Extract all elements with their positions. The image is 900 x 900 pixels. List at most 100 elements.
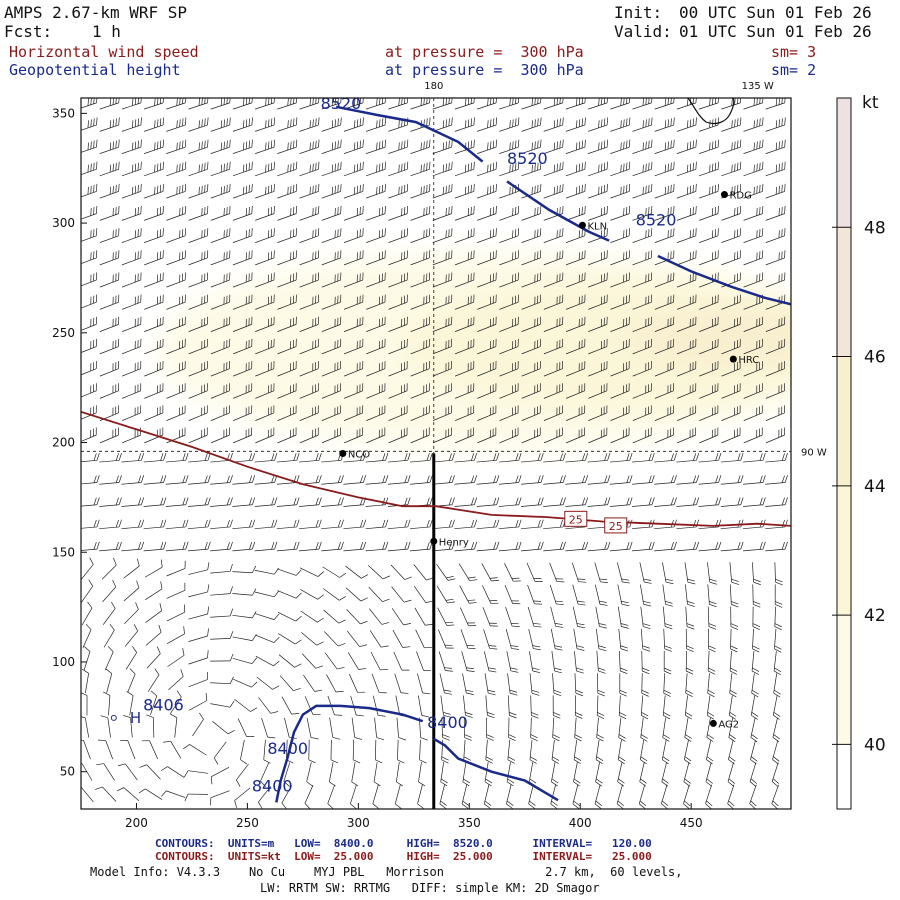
wind-barb bbox=[571, 562, 587, 583]
wind-barb bbox=[632, 117, 653, 132]
wind-barb bbox=[610, 98, 631, 110]
wind-barb bbox=[508, 717, 516, 742]
wind-barb bbox=[707, 650, 716, 675]
wind-barb bbox=[188, 98, 209, 110]
wind-barb bbox=[81, 497, 100, 507]
wind-barb bbox=[632, 427, 652, 444]
wind-barb bbox=[370, 651, 388, 671]
wind-barb bbox=[610, 161, 631, 177]
height-contour-label: 8400 bbox=[267, 739, 308, 758]
wind-barb bbox=[210, 608, 234, 618]
wind-barb bbox=[166, 183, 187, 199]
wind-barb bbox=[566, 405, 586, 421]
wind-barb bbox=[454, 228, 475, 243]
wind-barb bbox=[255, 139, 276, 154]
wind-barb bbox=[210, 767, 230, 785]
high-center-marker bbox=[110, 714, 117, 721]
wind-barb bbox=[774, 584, 783, 608]
wind-barb bbox=[543, 338, 564, 355]
wind-barb bbox=[549, 562, 565, 583]
wind-barb bbox=[387, 452, 411, 463]
colorbar-unit: kt bbox=[862, 93, 879, 113]
wind-barb bbox=[414, 585, 434, 603]
wind-barb bbox=[439, 673, 452, 695]
wind-barb bbox=[432, 361, 453, 377]
wind-barb bbox=[327, 784, 335, 809]
wind-barb bbox=[765, 161, 786, 177]
wind-barb bbox=[170, 713, 178, 738]
wind-barb bbox=[529, 673, 540, 696]
wind-barb bbox=[125, 646, 137, 670]
wind-barb bbox=[232, 117, 253, 132]
wind-barb bbox=[166, 626, 185, 645]
wind-barb bbox=[396, 717, 406, 741]
wind-barb bbox=[144, 338, 164, 355]
wind-barb bbox=[609, 497, 633, 507]
wind-barb bbox=[188, 228, 209, 243]
wind-barb bbox=[499, 272, 519, 288]
wind-barb bbox=[654, 228, 675, 243]
wind-barb bbox=[236, 763, 249, 787]
wind-barb bbox=[632, 497, 655, 507]
wind-barb bbox=[122, 383, 142, 399]
wind-barb bbox=[121, 475, 145, 485]
wind-barb bbox=[765, 117, 786, 132]
wind-barb bbox=[543, 497, 566, 507]
colorbar-band bbox=[837, 485, 851, 616]
wind-barb bbox=[640, 695, 649, 720]
wind-barb bbox=[232, 294, 253, 310]
wind-barb bbox=[144, 117, 165, 132]
wind-barb bbox=[640, 717, 648, 742]
wind-barb bbox=[418, 695, 430, 718]
wind-barb bbox=[365, 519, 389, 530]
wind-barb bbox=[476, 497, 500, 507]
wind-barb bbox=[169, 690, 182, 714]
wind-barb bbox=[499, 405, 519, 421]
wind-barb bbox=[654, 183, 675, 199]
wind-barb bbox=[638, 784, 647, 809]
wind-barb bbox=[750, 740, 758, 765]
wind-barb bbox=[432, 272, 453, 288]
physics-info: LW: RRTM SW: RRTMG DIFF: simple KM: 2D S… bbox=[260, 881, 600, 895]
wind-barb bbox=[565, 361, 586, 377]
wind-barb bbox=[103, 623, 115, 648]
wind-barb bbox=[255, 294, 275, 310]
wind-barb bbox=[543, 427, 563, 444]
wind-barb bbox=[729, 584, 739, 608]
wind-barb bbox=[663, 650, 672, 675]
wind-barb bbox=[461, 784, 470, 809]
wind-barb bbox=[188, 405, 208, 421]
wind-barb bbox=[506, 762, 515, 787]
wind-barb bbox=[299, 272, 320, 288]
colorbar-tick-label: 46 bbox=[864, 348, 886, 368]
colorbar-band bbox=[837, 356, 851, 486]
wind-barb bbox=[343, 452, 367, 463]
wind-barb bbox=[706, 717, 714, 742]
wind-barb bbox=[116, 787, 140, 802]
wind-barb bbox=[432, 139, 453, 154]
wind-barb bbox=[348, 673, 366, 693]
wind-barb bbox=[459, 585, 477, 604]
wind-barb bbox=[232, 338, 253, 355]
wind-barb bbox=[232, 634, 257, 641]
wind-barb bbox=[676, 272, 697, 288]
wind-barb bbox=[410, 183, 431, 199]
wind-barb bbox=[347, 652, 367, 670]
wind-barb bbox=[595, 628, 607, 652]
wind-barb bbox=[530, 695, 539, 719]
wind-barb bbox=[300, 610, 324, 623]
wind-barb bbox=[352, 739, 361, 764]
wind-barb bbox=[188, 117, 209, 132]
wind-barb bbox=[765, 361, 786, 377]
wind-barb bbox=[529, 739, 538, 764]
wind-barb bbox=[639, 762, 647, 787]
wind-barb bbox=[138, 788, 163, 800]
wind-barb bbox=[527, 606, 542, 628]
wind-barb bbox=[323, 609, 346, 624]
wind-barb bbox=[454, 475, 478, 485]
wind-barb bbox=[765, 316, 786, 332]
wind-barb bbox=[123, 580, 140, 602]
wind-barb bbox=[617, 606, 629, 629]
wind-barb bbox=[121, 452, 145, 463]
wind-barb bbox=[99, 316, 120, 332]
